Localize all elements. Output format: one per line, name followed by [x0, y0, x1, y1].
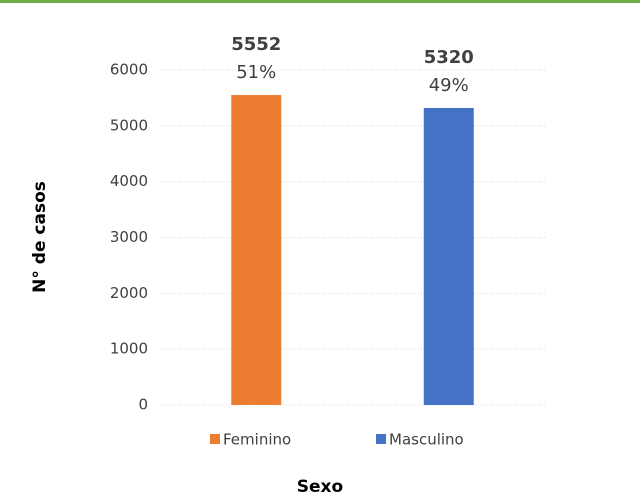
y-tick-label: 1000 — [110, 340, 148, 358]
y-tick-label: 0 — [138, 396, 148, 414]
y-tick-label: 3000 — [110, 228, 148, 246]
legend-swatch — [210, 434, 220, 444]
bar — [231, 95, 282, 405]
data-label: 5552 — [231, 34, 281, 55]
percent-label: 51% — [236, 62, 276, 83]
legend-label: Masculino — [389, 431, 464, 449]
legend-swatch — [376, 434, 386, 444]
y-axis-title: N° de casos — [30, 181, 50, 293]
y-tick-label: 4000 — [110, 172, 148, 190]
percent-label: 49% — [429, 75, 469, 96]
legend-label: Feminino — [223, 431, 291, 449]
y-tick-label: 6000 — [110, 61, 148, 79]
x-axis-title: Sexo — [297, 477, 343, 495]
y-tick-label: 5000 — [110, 116, 148, 134]
data-label: 5320 — [424, 47, 474, 68]
y-tick-label: 2000 — [110, 284, 148, 302]
bar — [423, 107, 474, 405]
